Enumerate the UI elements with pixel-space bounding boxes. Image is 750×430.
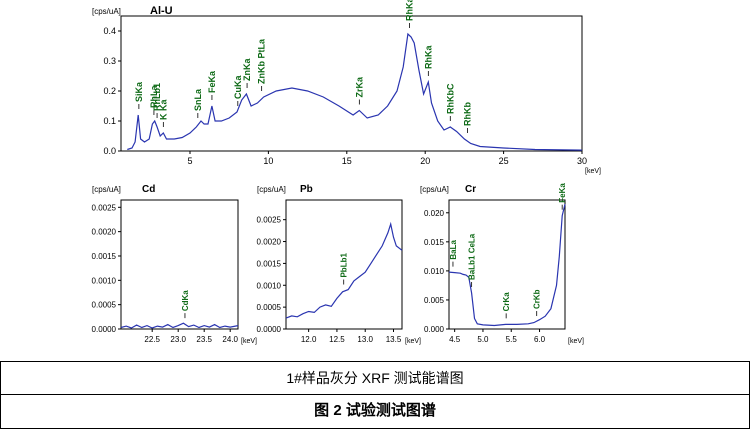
cr-peak-label: FeKa [558,183,567,203]
cd-x-axis-label: [keV] [241,338,257,345]
pb-x-tick-label: 12.5 [329,335,345,344]
main-peak-label: SiKa [134,81,144,102]
pb-x-axis-label: [keV] [405,338,421,345]
cd-y-tick-label: 0.0025 [92,203,117,212]
cd-y-tick-label: 0.0020 [92,228,117,237]
cd-plot-frame [120,199,239,330]
figure-caption-title: 图 2 试验测试图谱 [0,394,750,429]
main-peak-label: SnLa [193,88,203,111]
cr-peak-label: BaLa [449,240,458,260]
cd-x-tick-label: 22.5 [144,335,160,344]
main-chart-title: Al-U [150,5,173,17]
main-peak-label: CuKa [233,75,243,99]
xrf-spectra: Al-U [cps/uA] [keV] 0.0 0.1 0.2 0.3 0.4 5 10 15 20 2… [92,0,601,345]
pb-y-tick-label: 0.0010 [257,281,282,290]
cr-x-tick-label: 6.0 [534,335,546,344]
main-peak-label: ZnKa [242,58,252,81]
cr-x-tick-label: 5.0 [477,335,489,344]
cr-x-axis-label: [keV] [568,338,584,345]
main-plot-frame [120,15,583,152]
cr-y-tick-label: 0.005 [424,296,445,305]
cr-peak-label: CrKa [502,292,511,312]
pb-y-tick-label: 0.0005 [257,303,282,312]
cr-y-tick-label: 0.015 [424,238,445,247]
cd-spectrum-line [120,322,239,329]
cr-y-axis-label: [cps/uA] [420,185,449,194]
pb-spectrum-line [285,221,403,319]
main-y-axis-label: [cps/uA] [92,7,121,16]
main-x-tick-label: 25 [499,156,509,166]
main-peak-label: ZnKb PtLa [257,38,267,84]
cd-y-tick-label: 0.0010 [92,276,117,285]
main-x-tick-label: 5 [187,156,192,166]
cr-peak-label: CrKb [533,289,542,309]
main-x-tick-label: 10 [263,156,273,166]
main-peak-label: RhKbC [445,83,455,114]
pb-y-tick-label: 0.0015 [257,259,282,268]
cd-x-tick-label: 23.5 [196,335,212,344]
main-y-tick-label: 0.4 [103,26,116,36]
pb-peak-label: PbLb1 [340,253,349,278]
pb-y-tick-label: 0.0025 [257,216,282,225]
cr-spectrum-line [448,203,566,327]
main-x-tick-label: 20 [420,156,430,166]
main-y-tick-label: 0.3 [103,56,116,66]
cr-peak-label: BaLb1 CeLa [468,233,477,280]
main-peak-label: K Ka [158,99,168,120]
main-peak-label: ZrKa [354,76,364,97]
cd-x-tick-label: 23.0 [170,335,186,344]
cd-chart-title: Cd [142,184,155,195]
pb-y-tick-label: 0.0000 [257,325,282,334]
cr-y-tick-label: 0.000 [424,325,445,334]
cd-y-tick-label: 0.0015 [92,252,117,261]
cd-y-tick-label: 0.0005 [92,301,117,310]
main-x-tick-label: 30 [577,156,587,166]
pb-chart-title: Pb [300,184,313,195]
cr-plot-frame [448,199,566,330]
main-peak-label: RhLb1 [152,83,162,111]
main-x-axis-label: [keV] [585,168,601,175]
cr-y-tick-label: 0.010 [424,267,445,276]
pb-x-tick-label: 13.5 [386,335,402,344]
main-peak-label: RhLa [149,85,159,108]
pb-x-tick-label: 12.0 [301,335,317,344]
pb-x-tick-label: 13.0 [357,335,373,344]
pb-y-axis-label: [cps/uA] [257,185,286,194]
main-spectrum-line [127,32,583,151]
main-peak-label: RhKb [463,102,473,126]
cr-chart-title: Cr [465,184,476,195]
main-peak-label: RhKa [423,45,433,69]
cd-y-tick-label: 0.0000 [92,325,117,334]
cd-y-axis-label: [cps/uA] [92,185,121,194]
main-peak-label: FeKa [207,70,217,93]
main-y-tick-label: 0.2 [103,86,116,96]
cr-x-tick-label: 5.5 [506,335,518,344]
cr-y-tick-label: 0.020 [424,209,445,218]
pb-y-tick-label: 0.0020 [257,238,282,247]
cr-x-tick-label: 4.5 [449,335,461,344]
cd-peak-label: CdKa [181,290,190,311]
pb-plot-frame [285,199,403,330]
main-x-tick-label: 15 [342,156,352,166]
cd-x-tick-label: 24.0 [222,335,238,344]
figure-caption-sample: 1#样品灰分 XRF 测试能谱图 [0,361,750,395]
main-y-tick-label: 0.0 [103,146,116,156]
main-peak-label: RhKaC [405,0,415,21]
main-y-tick-label: 0.1 [103,116,116,126]
